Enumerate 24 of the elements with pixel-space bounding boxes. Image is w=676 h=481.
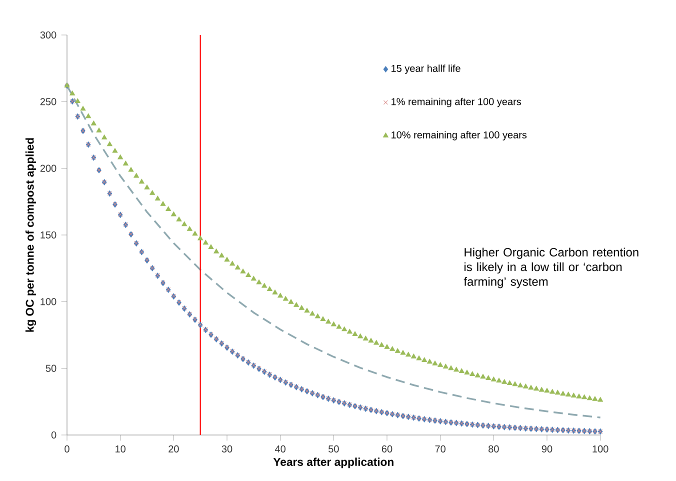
y-tick-label: 50	[46, 364, 56, 372]
x-tick-label: 30	[222, 445, 232, 452]
y-tick-label: 0	[51, 431, 56, 439]
x-tick-label: 80	[488, 445, 499, 452]
legend-label: 1% remaining after 100 years	[392, 98, 522, 108]
x-tick-label: 70	[435, 445, 446, 452]
y-tick-label: 300	[40, 31, 56, 39]
annotation: Higher Organic Carbon retention is likely in a low till or ‘carbon farming’ system	[464, 248, 638, 288]
x-tick-label: 50	[328, 445, 339, 452]
x-tick-label: 100	[592, 445, 608, 452]
x-tick-label: 40	[275, 445, 286, 452]
y-axis-title: kg OC per tonne of compost applied	[25, 138, 36, 332]
y-tick-label: 200	[40, 164, 56, 172]
x-tick-label: 60	[382, 445, 392, 452]
legend-label: 15 year hallf life	[392, 64, 460, 74]
y-tick-label: 100	[40, 298, 56, 306]
x-tick-label: 10	[116, 445, 126, 452]
x-tick-label: 0	[64, 445, 70, 452]
y-tick-label: 150	[40, 231, 56, 239]
x-tick-label: 20	[168, 445, 179, 452]
legend-label: 10% remaining after 100 years	[392, 131, 527, 140]
y-tick-label: 250	[40, 98, 56, 106]
x-tick-label: 90	[542, 445, 552, 452]
x-axis-title: Years after application	[273, 458, 394, 468]
